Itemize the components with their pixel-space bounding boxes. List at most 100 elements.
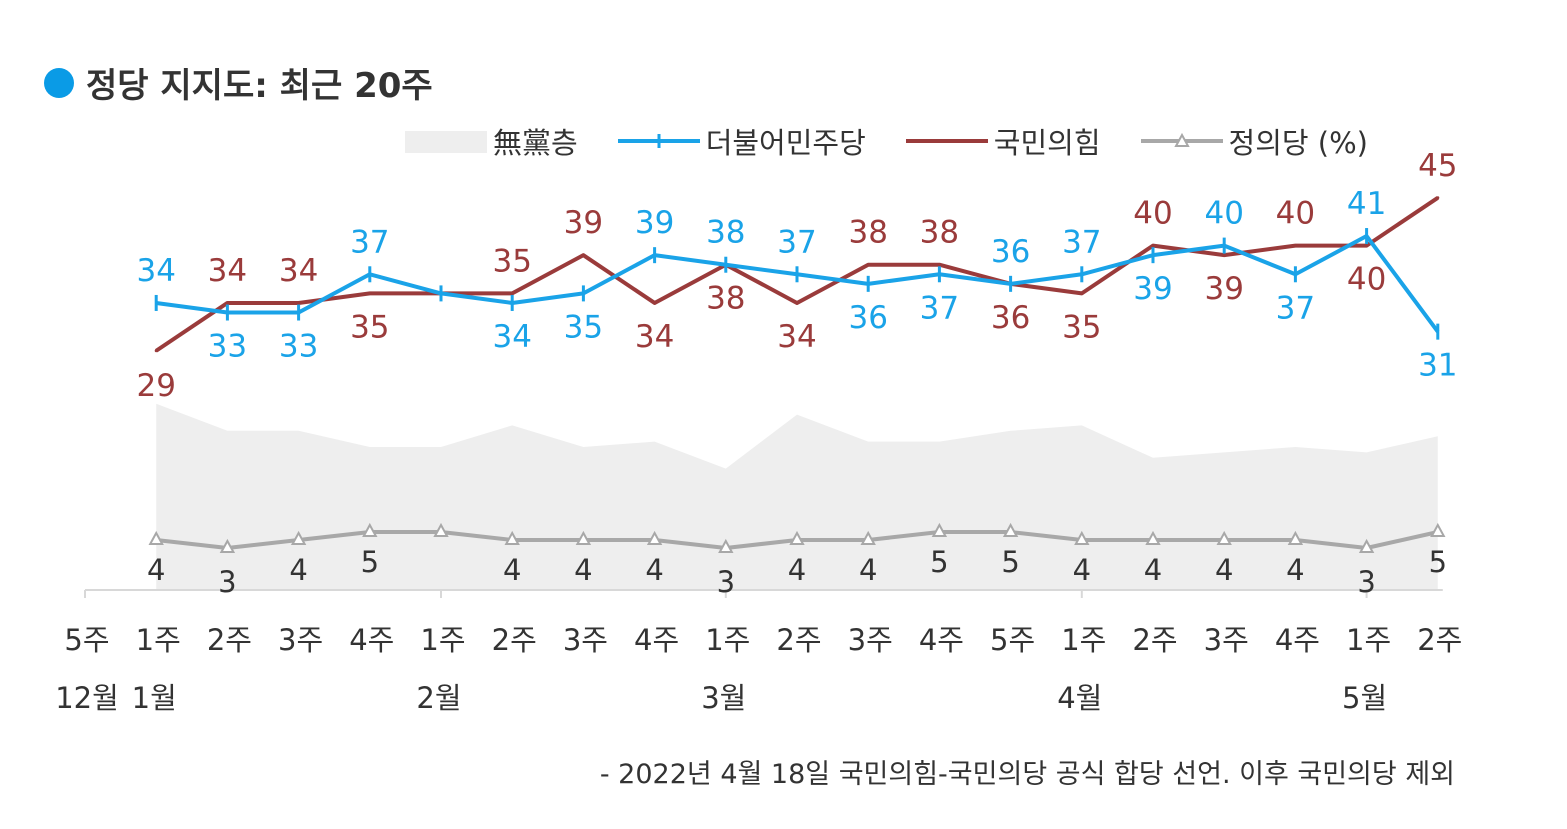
legend-item-democratic: 더불어민주당	[617, 120, 866, 162]
title-bullet-icon	[44, 67, 74, 98]
ppp-data-label: 35	[1062, 309, 1101, 345]
ppp-point	[225, 301, 229, 305]
x-month-label: 4월	[1057, 681, 1102, 715]
ppp-data-label: 34	[208, 253, 247, 289]
legend-item-ppp: 국민의힘	[905, 120, 1101, 162]
ppp-data-label: 34	[777, 319, 816, 355]
ppp-point	[1293, 244, 1297, 248]
justice-point	[1145, 530, 1161, 545]
justice-point	[433, 522, 449, 537]
x-tick-label: 1주	[420, 623, 465, 657]
justice-data-label: 5	[1001, 545, 1019, 579]
ppp-point	[1151, 244, 1155, 248]
legend-label-justice: 정의당 (%)	[1228, 126, 1368, 160]
nonpartisan-area	[156, 403, 1438, 590]
justice-data-label: 4	[289, 553, 307, 587]
x-tick-label: 2주	[207, 623, 252, 657]
justice-data-label: 4	[788, 553, 806, 587]
ppp-data-label: 34	[279, 253, 318, 289]
legend-line-icon	[905, 139, 988, 143]
x-tick-label: 4주	[349, 623, 394, 657]
justice-data-label: 3	[218, 565, 236, 599]
legend-label-democratic: 더불어민주당	[705, 126, 866, 160]
democratic-data-label: 40	[1204, 196, 1243, 232]
democratic-data-label: 31	[1418, 348, 1457, 384]
chart-legend: 無黨층 더불어민주당 국민의힘 정의당 (%)	[405, 120, 1368, 162]
x-tick-label: 3주	[848, 623, 893, 657]
justice-point	[646, 530, 663, 545]
justice-point	[1216, 530, 1232, 545]
democratic-data-label: 37	[1276, 290, 1315, 326]
legend-line-triangle-icon	[1140, 132, 1223, 147]
justice-point	[575, 530, 592, 545]
ppp-point	[653, 301, 657, 305]
democratic-data-label: 33	[279, 329, 318, 365]
ppp-point	[866, 263, 870, 267]
justice-data-label: 4	[503, 553, 521, 587]
x-tick-label: 1주	[1061, 623, 1106, 657]
democratic-data-label: 35	[564, 309, 603, 345]
ppp-point	[937, 263, 941, 267]
x-month-label: 1월	[132, 681, 177, 715]
democratic-data-label: 37	[777, 224, 816, 260]
democratic-data-label: 34	[136, 253, 175, 289]
justice-data-label: 4	[1073, 553, 1091, 587]
justice-point	[718, 538, 734, 553]
ppp-data-label: 39	[564, 205, 603, 241]
legend-label-nonpartisan: 無黨층	[493, 126, 578, 160]
legend-label-ppp: 국민의힘	[993, 126, 1101, 160]
justice-data-label: 5	[930, 545, 948, 579]
x-tick-label: 3주	[1204, 623, 1249, 657]
ppp-point	[1436, 196, 1440, 200]
justice-point	[860, 530, 876, 545]
justice-point	[504, 530, 520, 545]
justice-data-label: 5	[1429, 545, 1447, 579]
legend-area-swatch-icon	[405, 131, 487, 153]
ppp-point	[297, 301, 301, 305]
ppp-point	[510, 291, 514, 295]
ppp-data-label: 40	[1276, 196, 1315, 232]
x-month-label: 5월	[1342, 681, 1387, 715]
x-tick-label: 2주	[1132, 623, 1177, 657]
ppp-point	[154, 349, 158, 353]
democratic-data-label: 37	[920, 290, 959, 326]
ppp-point	[368, 291, 372, 295]
justice-data-label: 4	[1215, 553, 1233, 587]
x-month-label: 3월	[701, 681, 746, 715]
justice-point	[1002, 522, 1019, 537]
ppp-data-label: 36	[991, 300, 1030, 336]
democratic-data-label: 39	[1133, 271, 1172, 307]
x-tick-label: 4주	[919, 623, 964, 657]
ppp-data-label: 38	[848, 215, 887, 251]
justice-point	[1287, 530, 1304, 545]
justice-point	[290, 530, 307, 545]
justice-data-label: 4	[859, 553, 877, 587]
x-tick-label: 4주	[634, 623, 679, 657]
democratic-data-label: 39	[635, 205, 674, 241]
ppp-point	[1222, 253, 1226, 257]
x-month-label: 12월	[55, 681, 119, 715]
x-tick-label: 2주	[492, 623, 537, 657]
x-tick-label: 2주	[1417, 623, 1462, 657]
ppp-data-label: 29	[136, 368, 175, 404]
justice-data-label: 3	[717, 565, 735, 599]
justice-point	[1074, 530, 1090, 545]
chart-title: 정당 지지도: 최근 20주	[86, 66, 433, 106]
ppp-point	[1080, 291, 1084, 295]
x-tick-label: 1주	[705, 623, 750, 657]
justice-data-label: 5	[361, 545, 379, 579]
justice-data-label: 4	[1144, 553, 1162, 587]
democratic-data-label: 34	[492, 319, 531, 355]
justice-data-label: 3	[1357, 565, 1375, 599]
democratic-data-label: 36	[991, 234, 1030, 270]
ppp-data-label: 39	[1204, 271, 1243, 307]
justice-point	[789, 530, 805, 545]
justice-point	[1358, 538, 1375, 553]
ppp-data-label: 35	[350, 309, 389, 345]
legend-item-justice: 정의당 (%)	[1140, 120, 1368, 162]
x-month-label: 2월	[416, 681, 461, 715]
justice-data-label: 4	[574, 553, 592, 587]
ppp-data-label: 34	[635, 319, 674, 355]
x-tick-label: 3주	[278, 623, 323, 657]
